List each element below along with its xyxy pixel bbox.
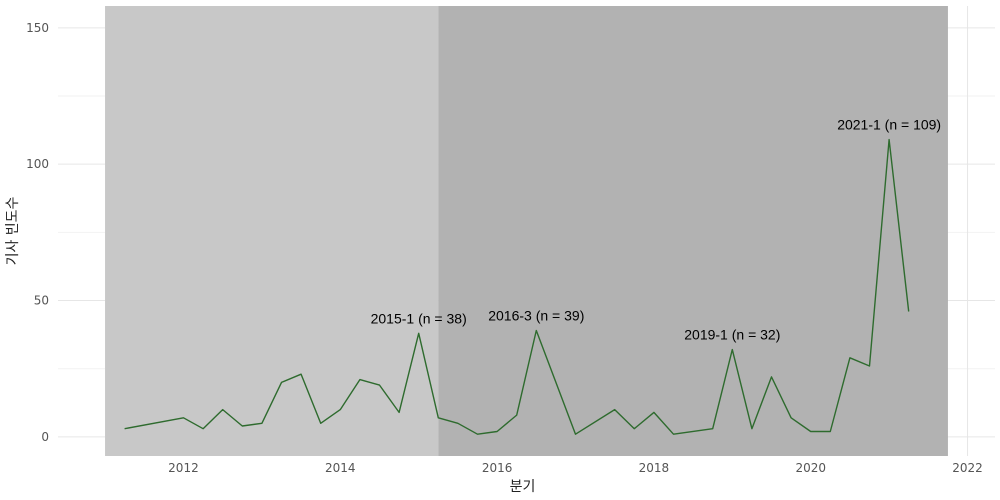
x-axis-title: 분기	[510, 479, 536, 495]
annotation-label: 2016-3 (n = 39)	[488, 308, 584, 324]
x-tick-label: 2022	[952, 461, 983, 475]
y-tick-label: 0	[41, 430, 49, 444]
y-tick-label: 150	[26, 21, 49, 35]
series	[124, 138, 910, 435]
x-tick-label: 2020	[795, 461, 826, 475]
x-tick-label: 2014	[325, 461, 356, 475]
shaded-period	[438, 6, 948, 456]
annotation-label: 2015-1 (n = 38)	[371, 310, 467, 326]
x-tick-label: 2018	[639, 461, 670, 475]
x-axis-ticks: 2012 2014 2016 2018 2020 2022	[168, 461, 983, 475]
x-tick-label: 2016	[482, 461, 513, 475]
shaded-periods	[105, 6, 948, 456]
y-tick-label: 100	[26, 157, 49, 171]
series-line	[124, 138, 910, 435]
shaded-period	[105, 6, 439, 456]
y-tick-label: 50	[34, 294, 49, 308]
annotations: 2015-1 (n = 38) 2016-3 (n = 39) 2019-1 (n …	[371, 117, 941, 343]
x-tick-label: 2012	[168, 461, 199, 475]
y-axis-ticks: 0 50 100 150	[26, 21, 49, 444]
y-axis-title: 기사 빈도수	[5, 196, 21, 265]
annotation-label: 2019-1 (n = 32)	[684, 327, 780, 343]
annotation-label: 2021-1 (n = 109)	[837, 117, 941, 133]
